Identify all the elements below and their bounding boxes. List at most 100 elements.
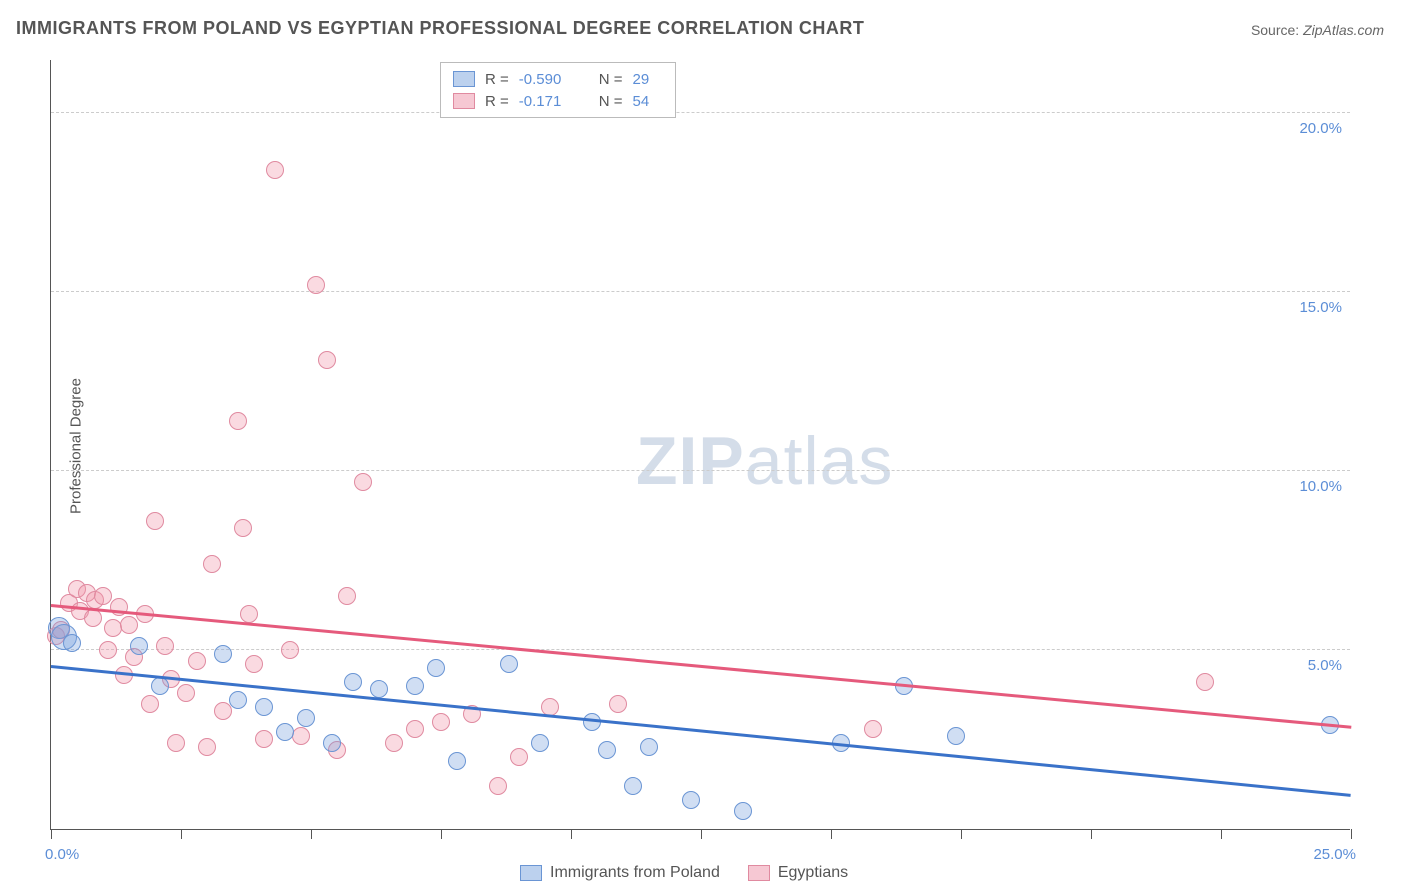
legend-item-egyptians: Egyptians	[748, 864, 848, 882]
legend-row-poland: R = -0.590 N = 29	[453, 68, 663, 90]
x-tick-label: 25.0%	[1313, 846, 1356, 863]
scatter-point-poland	[500, 655, 518, 673]
r-value: -0.590	[519, 71, 579, 88]
legend-swatch	[453, 71, 475, 87]
r-label: R =	[485, 93, 509, 110]
x-tick-label: 0.0%	[45, 846, 79, 863]
n-label: N =	[599, 93, 623, 110]
scatter-point-poland	[531, 734, 549, 752]
scatter-point-egyptians	[266, 161, 284, 179]
scatter-point-poland	[276, 723, 294, 741]
legend-item-poland: Immigrants from Poland	[520, 864, 720, 882]
y-tick-label: 10.0%	[1299, 478, 1342, 495]
x-tick-mark	[1221, 829, 1222, 839]
scatter-point-poland	[640, 738, 658, 756]
scatter-point-egyptians	[146, 512, 164, 530]
legend-label: Immigrants from Poland	[550, 864, 720, 882]
scatter-point-egyptians	[432, 713, 450, 731]
chart-title: IMMIGRANTS FROM POLAND VS EGYPTIAN PROFE…	[16, 18, 864, 39]
legend-swatch	[748, 865, 770, 881]
legend-swatch	[453, 93, 475, 109]
scatter-point-poland	[682, 791, 700, 809]
n-label: N =	[599, 71, 623, 88]
trend-line-poland	[51, 665, 1351, 796]
gridline	[51, 649, 1350, 650]
scatter-point-poland	[406, 677, 424, 695]
scatter-point-egyptians	[354, 473, 372, 491]
scatter-point-egyptians	[84, 609, 102, 627]
scatter-point-egyptians	[385, 734, 403, 752]
x-tick-mark	[1351, 829, 1352, 839]
gridline	[51, 112, 1350, 113]
watermark: ZIPatlas	[636, 422, 893, 500]
scatter-point-egyptians	[188, 652, 206, 670]
scatter-point-egyptians	[1196, 673, 1214, 691]
scatter-point-egyptians	[141, 695, 159, 713]
scatter-point-egyptians	[318, 351, 336, 369]
scatter-point-egyptians	[120, 616, 138, 634]
source-label: Source: ZipAtlas.com	[1251, 22, 1384, 38]
scatter-point-poland	[297, 709, 315, 727]
scatter-point-egyptians	[510, 748, 528, 766]
scatter-point-egyptians	[864, 720, 882, 738]
scatter-point-poland	[214, 645, 232, 663]
scatter-point-egyptians	[156, 637, 174, 655]
scatter-point-poland	[448, 752, 466, 770]
chart-container: IMMIGRANTS FROM POLAND VS EGYPTIAN PROFE…	[0, 0, 1406, 892]
scatter-point-poland	[63, 634, 81, 652]
scatter-point-poland	[734, 802, 752, 820]
series-legend: Immigrants from Poland Egyptians	[520, 864, 848, 882]
x-tick-mark	[961, 829, 962, 839]
legend-row-egyptians: R = -0.171 N = 54	[453, 90, 663, 112]
scatter-point-egyptians	[177, 684, 195, 702]
plot-area: ZIPatlas 5.0%10.0%15.0%20.0%0.0%25.0%	[50, 60, 1350, 830]
x-tick-mark	[311, 829, 312, 839]
scatter-point-egyptians	[240, 605, 258, 623]
r-value: -0.171	[519, 93, 579, 110]
scatter-point-egyptians	[229, 412, 247, 430]
scatter-point-egyptians	[338, 587, 356, 605]
scatter-point-egyptians	[245, 655, 263, 673]
n-value: 54	[633, 93, 663, 110]
x-tick-mark	[1091, 829, 1092, 839]
correlation-legend: R = -0.590 N = 29 R = -0.171 N = 54	[440, 62, 676, 118]
x-tick-mark	[571, 829, 572, 839]
scatter-point-egyptians	[99, 641, 117, 659]
scatter-point-egyptians	[214, 702, 232, 720]
scatter-point-poland	[130, 637, 148, 655]
scatter-point-egyptians	[255, 730, 273, 748]
scatter-point-egyptians	[609, 695, 627, 713]
scatter-point-egyptians	[198, 738, 216, 756]
scatter-point-egyptians	[167, 734, 185, 752]
gridline	[51, 291, 1350, 292]
scatter-point-poland	[229, 691, 247, 709]
scatter-point-egyptians	[203, 555, 221, 573]
r-label: R =	[485, 71, 509, 88]
scatter-point-egyptians	[406, 720, 424, 738]
scatter-point-poland	[323, 734, 341, 752]
scatter-point-egyptians	[489, 777, 507, 795]
scatter-point-poland	[344, 673, 362, 691]
scatter-point-poland	[947, 727, 965, 745]
x-tick-mark	[701, 829, 702, 839]
x-tick-mark	[51, 829, 52, 839]
scatter-point-egyptians	[234, 519, 252, 537]
scatter-point-poland	[151, 677, 169, 695]
scatter-point-egyptians	[292, 727, 310, 745]
y-tick-label: 5.0%	[1308, 657, 1342, 674]
scatter-point-poland	[255, 698, 273, 716]
x-tick-mark	[181, 829, 182, 839]
scatter-point-egyptians	[281, 641, 299, 659]
y-tick-label: 20.0%	[1299, 120, 1342, 137]
legend-swatch	[520, 865, 542, 881]
scatter-point-poland	[427, 659, 445, 677]
scatter-point-egyptians	[307, 276, 325, 294]
scatter-point-poland	[370, 680, 388, 698]
scatter-point-poland	[624, 777, 642, 795]
legend-label: Egyptians	[778, 864, 848, 882]
y-tick-label: 15.0%	[1299, 299, 1342, 316]
x-tick-mark	[831, 829, 832, 839]
scatter-point-poland	[598, 741, 616, 759]
x-tick-mark	[441, 829, 442, 839]
n-value: 29	[633, 71, 663, 88]
